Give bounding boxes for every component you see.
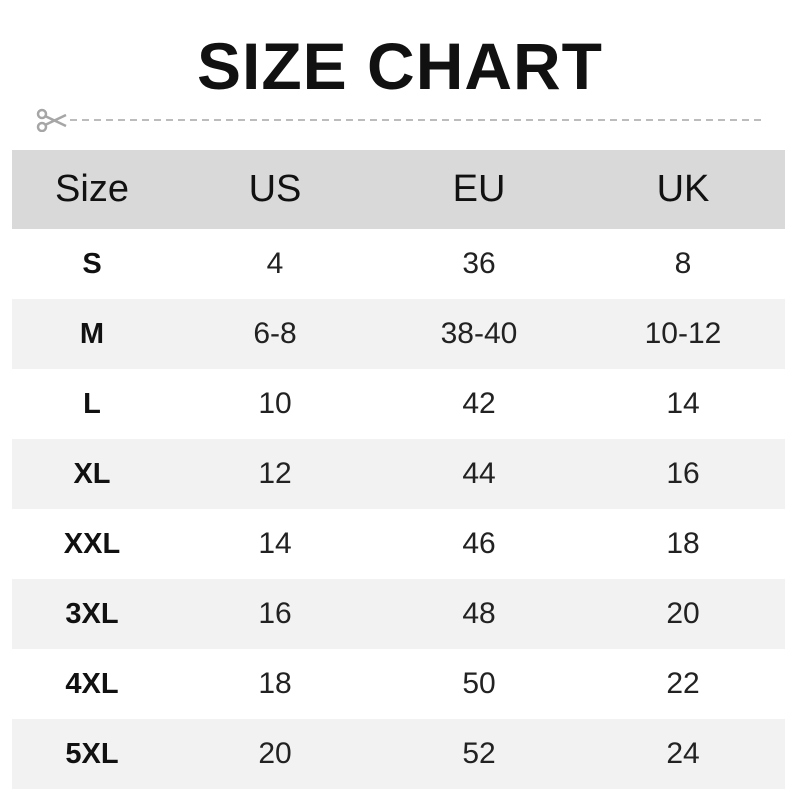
cell-eu: 38-40: [440, 317, 518, 350]
cell-uk: 18: [666, 527, 700, 560]
cell-eu: 52: [462, 737, 496, 770]
table-header: Size US EU UK: [12, 150, 785, 229]
cell-us: 6-8: [253, 317, 297, 350]
cell-uk: 10-12: [644, 317, 722, 350]
cell-uk: 20: [666, 597, 700, 630]
cell-size: 3XL: [65, 597, 119, 630]
table-row: 4XL 18 50 22: [12, 649, 785, 719]
size-chart-table: Size US EU UK S 4 36 8 M 6-8 38-40 10-12 L 10 42 14…: [12, 150, 785, 789]
header-eu: EU: [452, 168, 506, 210]
header-size: Size: [55, 168, 129, 210]
cell-size: M: [79, 317, 105, 350]
cell-us: 16: [258, 597, 292, 630]
cell-size: 4XL: [65, 667, 119, 700]
cell-eu: 46: [462, 527, 496, 560]
table-row: 3XL 16 48 20: [12, 579, 785, 649]
cell-size: XL: [73, 457, 111, 490]
cell-uk: 8: [674, 247, 692, 280]
cell-eu: 36: [462, 247, 496, 280]
cell-us: 4: [266, 247, 284, 280]
cell-us: 20: [258, 737, 292, 770]
cell-uk: 16: [666, 457, 700, 490]
cell-uk: 24: [666, 737, 700, 770]
cell-us: 14: [258, 527, 292, 560]
cell-eu: 50: [462, 667, 496, 700]
header-us: US: [248, 168, 302, 210]
cell-us: 10: [258, 387, 292, 420]
cell-us: 12: [258, 457, 292, 490]
cell-uk: 22: [666, 667, 700, 700]
page-title: SIZE CHART: [197, 29, 603, 103]
table-row: S 4 36 8: [12, 229, 785, 299]
cell-size: L: [83, 387, 101, 420]
cell-size: S: [82, 247, 102, 280]
table-row: 5XL 20 52 24: [12, 719, 785, 789]
table-row: L 10 42 14: [12, 369, 785, 439]
header-uk: UK: [656, 168, 710, 210]
cell-size: XXL: [63, 527, 121, 560]
table-row: XL 12 44 16: [12, 439, 785, 509]
scissors-icon: [36, 108, 67, 132]
cell-us: 18: [258, 667, 292, 700]
cell-eu: 48: [462, 597, 496, 630]
cell-uk: 14: [666, 387, 700, 420]
cell-size: 5XL: [65, 737, 119, 770]
cut-line: [36, 108, 766, 132]
table-row: M 6-8 38-40 10-12: [12, 299, 785, 369]
cell-eu: 42: [462, 387, 496, 420]
table-row: XXL 14 46 18: [12, 509, 785, 579]
cell-eu: 44: [462, 457, 496, 490]
